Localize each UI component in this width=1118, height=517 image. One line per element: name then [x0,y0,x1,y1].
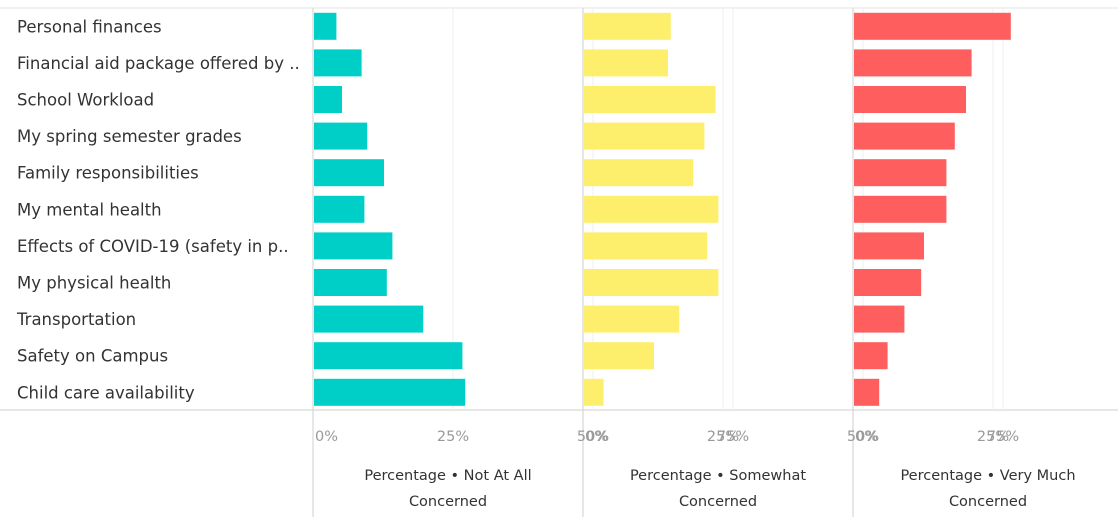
category-label: Financial aid package offered by .. [17,54,300,73]
bar-2-10 [584,342,654,370]
bar-1-9 [314,305,424,333]
bar-2-2 [584,49,668,77]
x-tick-label: 0% [585,429,608,445]
bar-1-6 [314,195,365,223]
bar-1-11 [314,378,466,406]
bar-3-4 [854,122,955,150]
category-label: Child care availability [17,383,195,402]
x-tick-label: 75% [717,429,749,445]
bar-2-11 [584,378,604,406]
bar-1-7 [314,232,393,260]
bar-3-10 [854,342,888,370]
x-axis-title-line: Percentage • Somewhat [630,468,806,484]
bar-3-3 [854,86,966,113]
category-label: My physical health [17,274,171,293]
x-axis-title-line: Concerned [409,494,487,510]
bar-2-9 [584,305,680,333]
x-tick-label: 50% [1117,429,1118,445]
bar-1-4 [314,122,368,150]
x-axis-title-line: Percentage • Not At All [364,468,531,484]
x-tick-label: 50% [847,429,879,445]
x-tick-label: 25% [977,429,1009,445]
bar-1-10 [314,342,463,370]
category-label: My mental health [17,200,162,219]
category-label: Safety on Campus [17,347,168,366]
category-label: Transportation [16,310,136,329]
bar-2-7 [584,232,708,260]
bar-3-1 [854,12,1011,40]
x-tick-label: 50% [577,429,609,445]
bar-3-8 [854,269,922,296]
category-label: School Workload [17,91,154,110]
bar-1-1 [314,12,337,40]
x-axis-title-line: Concerned [949,494,1027,510]
bar-1-8 [314,269,387,296]
x-tick-label: 0% [855,429,878,445]
bar-1-5 [314,159,384,187]
bar-2-3 [584,86,716,113]
x-tick-label: 25% [707,429,739,445]
category-label: Effects of COVID-19 (safety in p.. [17,237,289,256]
bar-3-11 [854,378,880,406]
bar-2-1 [584,12,671,40]
bar-2-5 [584,159,694,187]
x-tick-label: 25% [437,429,469,445]
bar-1-3 [314,86,342,113]
x-tick-label: 0% [315,429,338,445]
bar-3-5 [854,159,947,187]
x-axis-title-line: Percentage • Very Much [900,468,1075,484]
category-label: My spring semester grades [17,127,242,146]
category-label: Personal finances [17,17,162,36]
bar-2-4 [584,122,705,150]
x-axis-title-line: Concerned [679,494,757,510]
bar-3-9 [854,305,905,333]
bar-3-2 [854,49,972,77]
bar-3-7 [854,232,924,260]
category-label: Family responsibilities [17,164,199,183]
bar-2-6 [584,195,719,223]
bar-3-6 [854,195,947,223]
bar-2-8 [584,269,719,296]
x-tick-label: 75% [987,429,1019,445]
bar-1-2 [314,49,362,77]
